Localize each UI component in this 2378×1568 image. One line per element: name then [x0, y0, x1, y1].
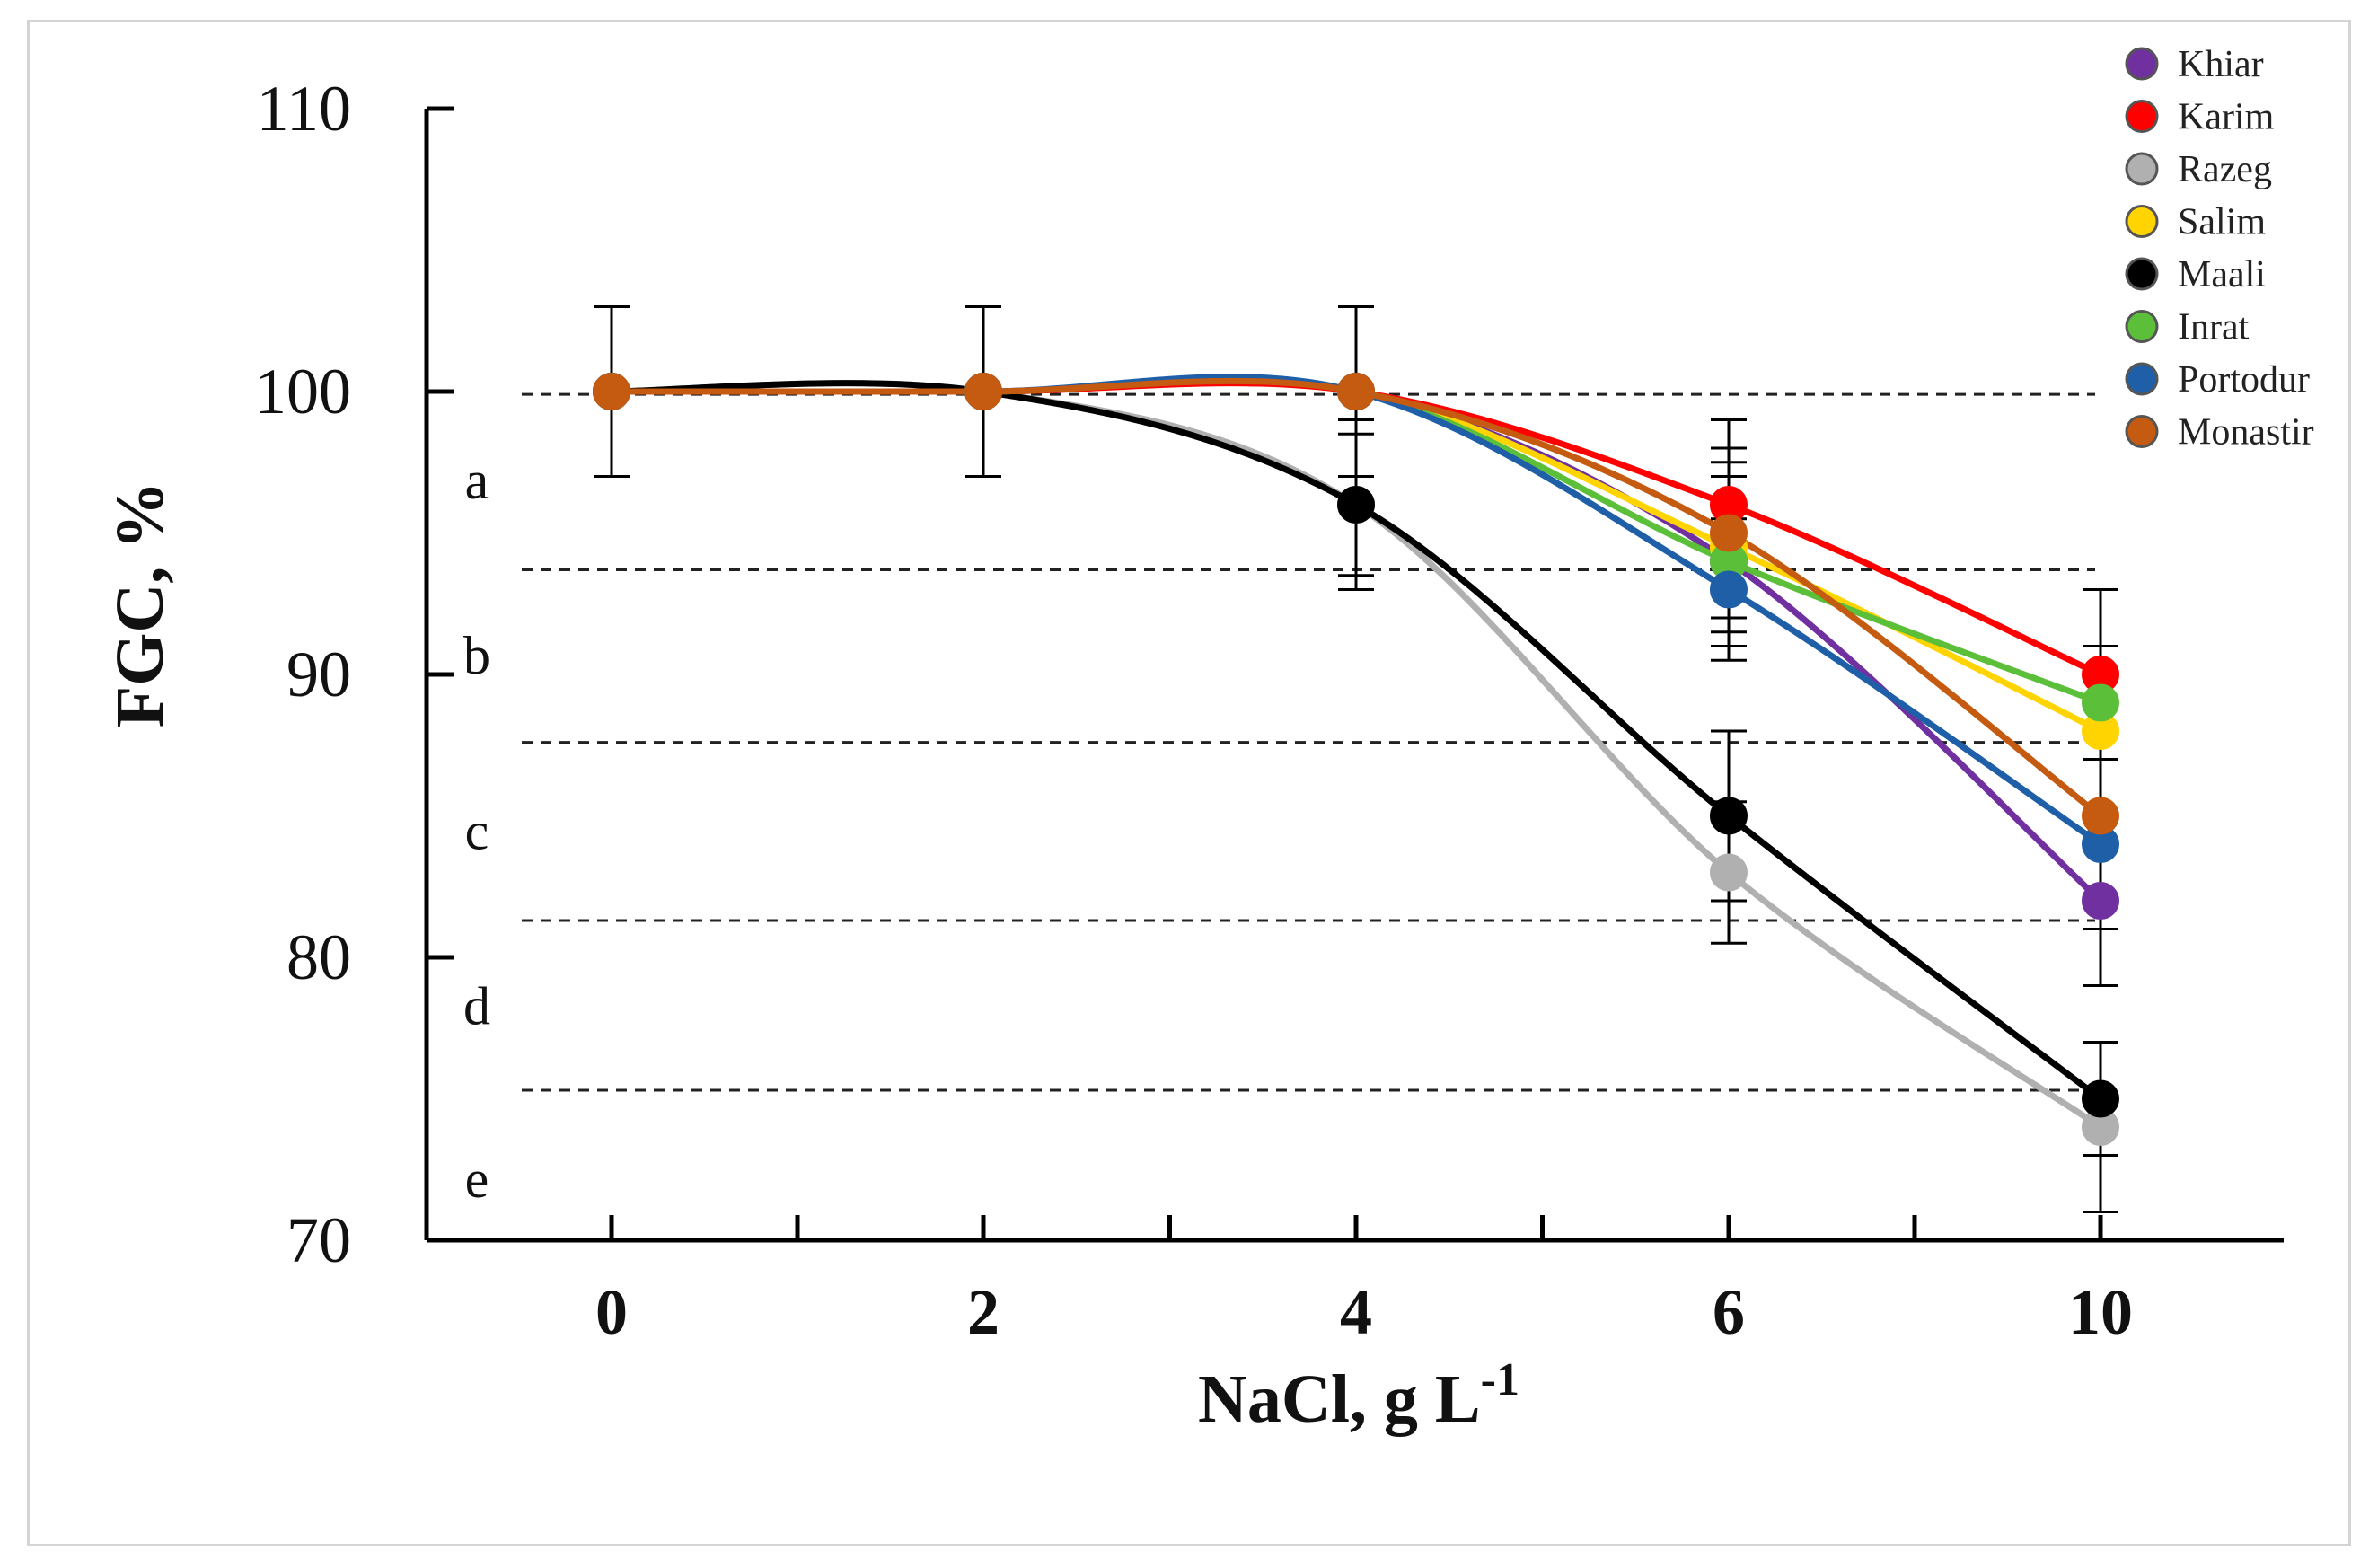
- y-tick-label: 90: [286, 639, 351, 710]
- legend-label-razeg: Razeg: [2178, 149, 2272, 190]
- data-points: [593, 373, 2119, 1146]
- legend-label-khiar: Khiar: [2178, 44, 2264, 85]
- y-tick-label: 80: [286, 921, 351, 993]
- legend-marker-monastir: [2125, 415, 2159, 448]
- x-axis-title: NaCl, g L-1: [1198, 1354, 1519, 1437]
- x-tick-label: 10: [2068, 1276, 2133, 1348]
- legend-label-portodur: Portodur: [2178, 359, 2310, 401]
- data-point-maali: [2082, 1079, 2119, 1118]
- data-point-monastir: [964, 373, 1002, 410]
- legend-marker-karim: [2125, 100, 2159, 133]
- group-letter-d: d: [463, 977, 490, 1036]
- legend-label-inrat: Inrat: [2178, 307, 2250, 348]
- data-point-monastir: [1337, 373, 1375, 410]
- x-axis-title-superscript: -1: [1481, 1354, 1519, 1405]
- group-letter-e: e: [465, 1150, 489, 1209]
- data-point-monastir: [593, 373, 630, 410]
- data-point-portodur: [1710, 570, 1748, 609]
- group-separator-lines: [522, 392, 2095, 1092]
- y-tick-label: 70: [286, 1204, 351, 1276]
- legend-label-maali: Maali: [2178, 254, 2266, 295]
- data-point-inrat: [2082, 683, 2119, 722]
- legend-marker-portodur: [2125, 362, 2159, 396]
- x-tick-label: 0: [595, 1276, 628, 1348]
- group-letter-b: b: [463, 626, 490, 685]
- legend-marker-inrat: [2125, 310, 2159, 343]
- y-tick-label: 100: [254, 356, 351, 427]
- data-point-maali: [1710, 797, 1748, 835]
- data-point-monastir: [1710, 514, 1748, 552]
- data-point-monastir: [2082, 797, 2119, 835]
- data-point-razeg: [1710, 853, 1748, 892]
- legend-marker-khiar: [2125, 47, 2159, 81]
- axes: [424, 109, 2284, 1243]
- x-tick-label: 2: [967, 1276, 1000, 1348]
- group-letter-c: c: [465, 801, 489, 860]
- legend-label-karim: Karim: [2178, 97, 2275, 138]
- x-axis-title-text: NaCl, g L: [1198, 1361, 1481, 1437]
- group-letters: a b c d e: [463, 451, 490, 1209]
- axis-ticks: 70 80 90 100 110 0 2 4 6 10: [254, 73, 2133, 1348]
- chart-frame: 70 80 90 100 110 0 2 4 6 10 a b c d e FGC, % NaCl, g …: [27, 20, 2351, 1546]
- legend: Khiar Karim Razeg Salim Maali Inrat Portodur Mo…: [2125, 44, 2314, 454]
- y-tick-label: 110: [257, 73, 351, 145]
- y-axis-title: FGC, %: [102, 481, 178, 727]
- data-point-maali: [1337, 486, 1375, 524]
- x-tick-label: 4: [1340, 1276, 1372, 1348]
- legend-marker-maali: [2125, 257, 2159, 291]
- legend-label-monastir: Monastir: [2178, 412, 2314, 454]
- x-tick-label: 6: [1713, 1276, 1745, 1348]
- legend-marker-salim: [2125, 205, 2159, 238]
- series-line-maali: [611, 380, 2103, 1102]
- error-bars: [594, 305, 2118, 1213]
- group-letter-a: a: [465, 451, 489, 510]
- line-chart: 70 80 90 100 110 0 2 4 6 10 a b c d e FGC, % NaCl, g …: [102, 44, 2314, 1437]
- legend-label-salim: Salim: [2178, 202, 2266, 243]
- data-point-khiar: [2082, 882, 2119, 920]
- legend-marker-razeg: [2125, 152, 2159, 186]
